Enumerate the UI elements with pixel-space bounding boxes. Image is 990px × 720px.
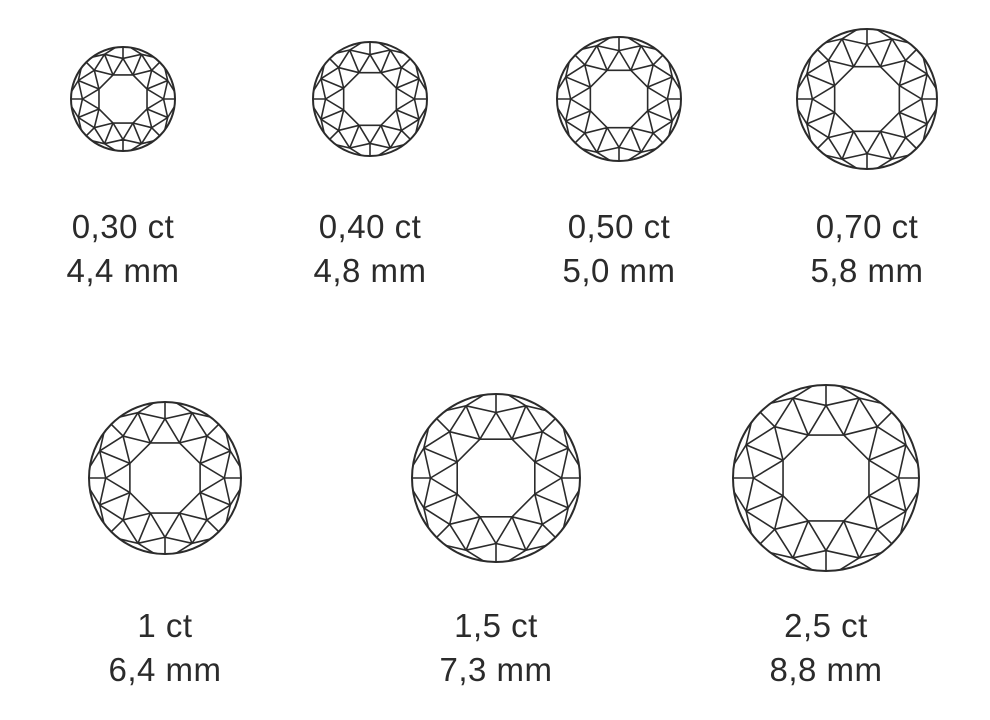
star-facets bbox=[811, 43, 923, 155]
table-facet bbox=[342, 71, 398, 127]
carat-weight: 0,30 ct bbox=[71, 208, 175, 245]
carat-weight: 2,5 ct bbox=[784, 607, 868, 644]
carat-weight: 0,50 ct bbox=[567, 208, 671, 245]
diameter-mm: 5,8 mm bbox=[810, 252, 924, 289]
diamond-1-label: 0,30 ct 4,4 mm bbox=[3, 205, 243, 293]
star-facets bbox=[81, 57, 165, 141]
upper-girdle-facets bbox=[89, 402, 241, 554]
star-facets bbox=[752, 404, 900, 552]
diamond-4-drawing bbox=[796, 28, 938, 170]
diamond-6-label: 1,5 ct 7,3 mm bbox=[376, 604, 616, 692]
upper-girdle-facets bbox=[557, 37, 681, 161]
diameter-mm: 7,3 mm bbox=[439, 651, 553, 688]
diamond-7-drawing bbox=[732, 384, 920, 572]
bezel-facets bbox=[313, 42, 427, 156]
diamond-2-drawing bbox=[312, 41, 428, 157]
upper-girdle-facets bbox=[733, 385, 919, 571]
diameter-mm: 4,8 mm bbox=[313, 252, 427, 289]
star-facets bbox=[104, 417, 226, 539]
diamond-2-label: 0,40 ct 4,8 mm bbox=[250, 205, 490, 293]
diamond-1-drawing bbox=[70, 46, 176, 152]
table-facet bbox=[129, 442, 201, 514]
star-facets bbox=[569, 49, 669, 149]
diamond-4-label: 0,70 ct 5,8 mm bbox=[747, 205, 987, 293]
bezel-facets bbox=[71, 47, 175, 151]
diamond-3-label: 0,50 ct 5,0 mm bbox=[499, 205, 739, 293]
diameter-mm: 5,0 mm bbox=[562, 252, 676, 289]
carat-weight: 0,40 ct bbox=[318, 208, 422, 245]
diamond-3-drawing bbox=[556, 36, 682, 162]
diameter-mm: 8,8 mm bbox=[769, 651, 883, 688]
upper-girdle-facets bbox=[797, 29, 937, 169]
table-facet bbox=[589, 69, 649, 129]
upper-girdle-facets bbox=[70, 46, 176, 152]
table-facet bbox=[833, 65, 901, 133]
bezel-facets bbox=[797, 29, 937, 169]
table-facet bbox=[782, 434, 870, 522]
bezel-facets bbox=[412, 394, 580, 562]
bezel-facets bbox=[557, 37, 681, 161]
diameter-mm: 6,4 mm bbox=[108, 651, 222, 688]
table-facet bbox=[456, 438, 536, 518]
star-facets bbox=[429, 411, 563, 545]
carat-weight: 1 ct bbox=[137, 607, 193, 644]
diamond-5-drawing bbox=[88, 401, 242, 555]
diamond-5-label: 1 ct 6,4 mm bbox=[45, 604, 285, 692]
upper-girdle-facets bbox=[412, 394, 580, 562]
star-facets bbox=[324, 53, 416, 145]
table-facet bbox=[98, 74, 148, 124]
bezel-facets bbox=[89, 402, 241, 554]
carat-weight: 1,5 ct bbox=[454, 607, 538, 644]
diameter-mm: 4,4 mm bbox=[66, 252, 180, 289]
upper-girdle-facets bbox=[312, 41, 428, 157]
carat-weight: 0,70 ct bbox=[815, 208, 919, 245]
diamond-7-label: 2,5 ct 8,8 mm bbox=[706, 604, 946, 692]
bezel-facets bbox=[733, 385, 919, 571]
diamond-6-drawing bbox=[411, 393, 581, 563]
